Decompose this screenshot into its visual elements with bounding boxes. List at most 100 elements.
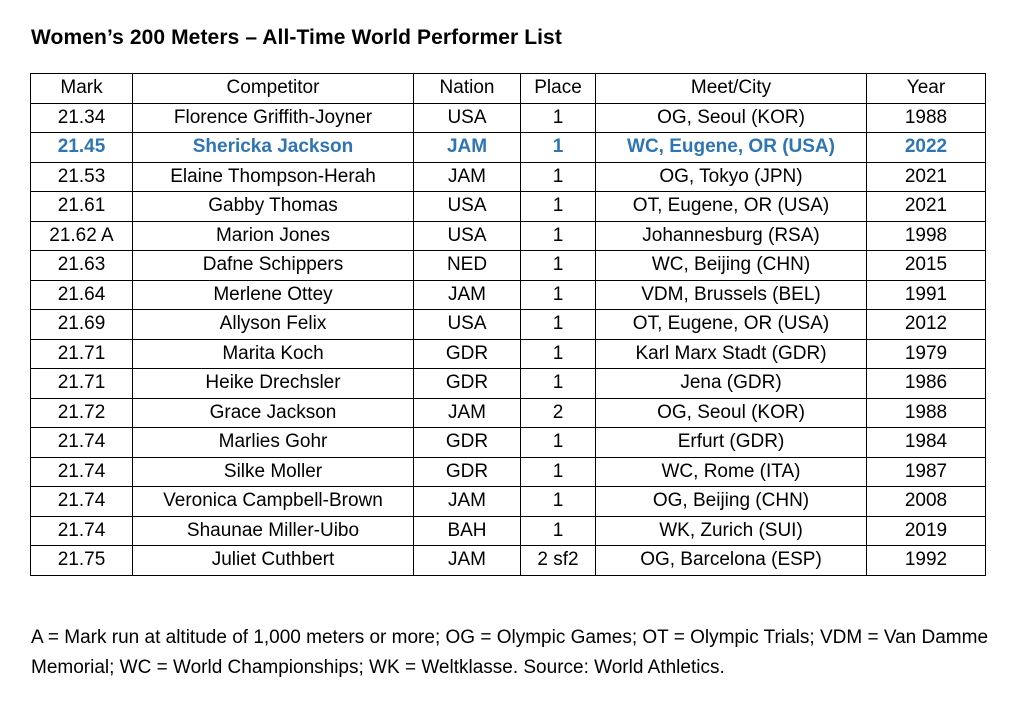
- cell-place: 1: [520, 515, 596, 546]
- header-nation: Nation: [413, 73, 521, 104]
- cell-nation: JAM: [413, 132, 521, 163]
- cell-nation: JAM: [413, 279, 521, 310]
- cell-place: 1: [520, 338, 596, 369]
- cell-year: 2015: [866, 250, 986, 281]
- cell-meet-city: OG, Tokyo (JPN): [595, 161, 867, 192]
- cell-meet-city: OT, Eugene, OR (USA): [595, 191, 867, 222]
- cell-place: 1: [520, 161, 596, 192]
- header-competitor: Competitor: [132, 73, 414, 104]
- performer-table: Mark Competitor Nation Place Meet/City Y…: [30, 73, 986, 576]
- cell-place: 2 sf2: [520, 545, 596, 576]
- cell-competitor: Gabby Thomas: [132, 191, 414, 222]
- cell-competitor: Shericka Jackson: [132, 132, 414, 163]
- cell-nation: GDR: [413, 456, 521, 487]
- cell-mark: 21.74: [30, 486, 133, 517]
- cell-year: 2021: [866, 161, 986, 192]
- cell-place: 1: [520, 132, 596, 163]
- cell-competitor: Florence Griffith-Joyner: [132, 102, 414, 133]
- table-row: 21.63 Dafne Schippers NED 1 WC, Beijing (CHN…: [30, 250, 986, 281]
- cell-mark: 21.64: [30, 279, 133, 310]
- cell-competitor: Marlies Gohr: [132, 427, 414, 458]
- cell-competitor: Silke Moller: [132, 456, 414, 487]
- cell-year: 1991: [866, 279, 986, 310]
- cell-competitor: Veronica Campbell-Brown: [132, 486, 414, 517]
- cell-year: 1988: [866, 397, 986, 428]
- cell-mark: 21.74: [30, 515, 133, 546]
- table-body: 21.34 Florence Griffith-Joyner USA 1 OG, Seo…: [30, 102, 986, 576]
- cell-year: 1986: [866, 368, 986, 399]
- cell-year: 1984: [866, 427, 986, 458]
- cell-competitor: Merlene Ottey: [132, 279, 414, 310]
- cell-mark: 21.74: [30, 427, 133, 458]
- cell-nation: GDR: [413, 427, 521, 458]
- cell-meet-city: WC, Beijing (CHN): [595, 250, 867, 281]
- cell-meet-city: Erfurt (GDR): [595, 427, 867, 458]
- cell-nation: USA: [413, 191, 521, 222]
- cell-year: 2012: [866, 309, 986, 340]
- cell-meet-city: WC, Rome (ITA): [595, 456, 867, 487]
- cell-year: 2021: [866, 191, 986, 222]
- table-row: 21.74 Silke Moller GDR 1 WC, Rome (ITA) 1987: [30, 456, 986, 487]
- cell-meet-city: VDM, Brussels (BEL): [595, 279, 867, 310]
- cell-mark: 21.75: [30, 545, 133, 576]
- cell-place: 1: [520, 279, 596, 310]
- footnote: A = Mark run at altitude of 1,000 meters…: [31, 627, 989, 678]
- table-row: 21.61 Gabby Thomas USA 1 OT, Eugene, OR (USA…: [30, 191, 986, 222]
- cell-mark: 21.34: [30, 102, 133, 133]
- page-title: Women’s 200 Meters – All-Time World Perf…: [31, 26, 562, 49]
- cell-place: 1: [520, 191, 596, 222]
- table-row: 21.72 Grace Jackson JAM 2 OG, Seoul (KOR) 198…: [30, 397, 986, 428]
- cell-place: 1: [520, 250, 596, 281]
- cell-competitor: Elaine Thompson-Herah: [132, 161, 414, 192]
- table-row: 21.69 Allyson Felix USA 1 OT, Eugene, OR (US…: [30, 309, 986, 340]
- cell-competitor: Shaunae Miller-Uibo: [132, 515, 414, 546]
- cell-competitor: Grace Jackson: [132, 397, 414, 428]
- cell-competitor: Juliet Cuthbert: [132, 545, 414, 576]
- cell-nation: JAM: [413, 545, 521, 576]
- cell-place: 2: [520, 397, 596, 428]
- cell-mark: 21.71: [30, 368, 133, 399]
- cell-nation: USA: [413, 309, 521, 340]
- header-meet-city: Meet/City: [595, 73, 867, 104]
- cell-meet-city: OG, Seoul (KOR): [595, 397, 867, 428]
- table-row: 21.34 Florence Griffith-Joyner USA 1 OG, Seo…: [30, 102, 986, 133]
- cell-place: 1: [520, 486, 596, 517]
- cell-nation: JAM: [413, 161, 521, 192]
- cell-mark: 21.53: [30, 161, 133, 192]
- cell-place: 1: [520, 368, 596, 399]
- cell-year: 1979: [866, 338, 986, 369]
- cell-nation: GDR: [413, 368, 521, 399]
- table-row: 21.62 A Marion Jones USA 1 Johannesburg (RSA…: [30, 220, 986, 251]
- cell-meet-city: OG, Beijing (CHN): [595, 486, 867, 517]
- header-mark: Mark: [30, 73, 133, 104]
- cell-nation: NED: [413, 250, 521, 281]
- cell-year: 1992: [866, 545, 986, 576]
- cell-meet-city: OG, Seoul (KOR): [595, 102, 867, 133]
- cell-meet-city: WK, Zurich (SUI): [595, 515, 867, 546]
- table-row: 21.64 Merlene Ottey JAM 1 VDM, Brussels (BEL…: [30, 279, 986, 310]
- header-year: Year: [866, 73, 986, 104]
- cell-place: 1: [520, 309, 596, 340]
- cell-nation: JAM: [413, 486, 521, 517]
- cell-year: 1987: [866, 456, 986, 487]
- cell-meet-city: Jena (GDR): [595, 368, 867, 399]
- cell-year: 1998: [866, 220, 986, 251]
- cell-mark: 21.71: [30, 338, 133, 369]
- cell-mark: 21.61: [30, 191, 133, 222]
- cell-mark: 21.62 A: [30, 220, 133, 251]
- cell-nation: USA: [413, 220, 521, 251]
- table-row: 21.53 Elaine Thompson-Herah JAM 1 OG, Tokyo …: [30, 161, 986, 192]
- table-header-row: Mark Competitor Nation Place Meet/City Y…: [30, 73, 986, 104]
- cell-competitor: Heike Drechsler: [132, 368, 414, 399]
- cell-nation: USA: [413, 102, 521, 133]
- cell-mark: 21.74: [30, 456, 133, 487]
- cell-year: 1988: [866, 102, 986, 133]
- cell-mark: 21.45: [30, 132, 133, 163]
- cell-mark: 21.63: [30, 250, 133, 281]
- cell-meet-city: Johannesburg (RSA): [595, 220, 867, 251]
- cell-competitor: Marita Koch: [132, 338, 414, 369]
- cell-place: 1: [520, 220, 596, 251]
- cell-place: 1: [520, 456, 596, 487]
- cell-nation: JAM: [413, 397, 521, 428]
- cell-mark: 21.69: [30, 309, 133, 340]
